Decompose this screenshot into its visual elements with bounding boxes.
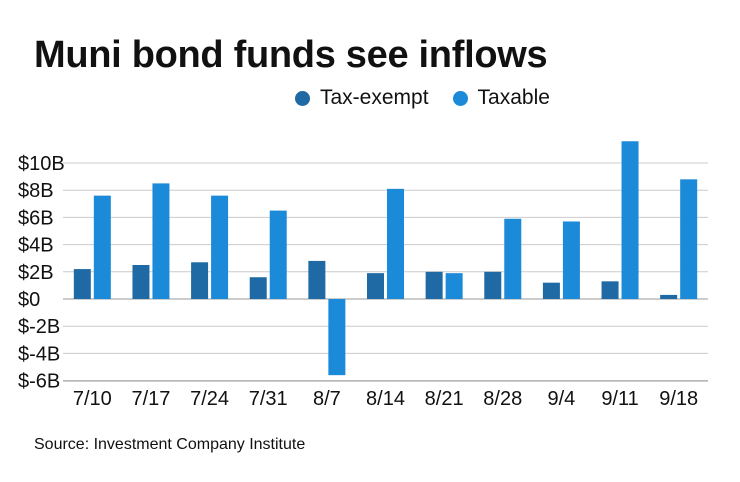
y-tick-label: $10B: [18, 153, 65, 175]
x-tick-label: 9/18: [659, 388, 698, 410]
bar-taxable: [504, 218, 522, 299]
bar-taxable: [93, 195, 111, 299]
bar-tax-exempt: [542, 282, 560, 299]
x-tick-label: 7/31: [249, 388, 288, 410]
x-tick-label: 7/17: [131, 388, 170, 410]
bar-taxable: [621, 141, 639, 299]
bar-tax-exempt: [367, 273, 384, 299]
x-tick-label: 8/14: [366, 388, 405, 410]
taxable-swatch: [452, 90, 468, 106]
bar-taxable: [328, 299, 346, 376]
x-tick-label: 8/28: [483, 388, 522, 410]
x-tick-label: 7/24: [190, 388, 229, 410]
bar-tax-exempt: [425, 271, 443, 299]
x-tick-label: 8/21: [425, 388, 464, 410]
tax-exempt-swatch: [295, 90, 310, 106]
bar-taxable: [269, 210, 287, 299]
y-tick-label: $4B: [18, 235, 54, 257]
bar-taxable: [680, 179, 698, 299]
y-tick-label: $2B: [18, 262, 54, 284]
x-tick-label: 7/10: [73, 388, 112, 410]
bar-tax-exempt: [484, 271, 502, 299]
bar-tax-exempt: [308, 260, 326, 299]
y-tick-label: $-6B: [18, 371, 60, 393]
y-tick-label: $8B: [18, 180, 54, 202]
y-tick-label: $-2B: [18, 316, 60, 338]
y-tick-label: $-4B: [18, 343, 60, 365]
legend: Tax-exempt Taxable: [295, 86, 574, 110]
bar-taxable: [387, 188, 404, 299]
chart-title: Muni bond funds see inflows: [34, 34, 548, 76]
bar-tax-exempt: [132, 265, 150, 299]
bar-tax-exempt: [249, 277, 267, 299]
y-tick-label: $0: [18, 289, 40, 311]
bar-taxable: [562, 221, 580, 299]
source-note: Source: Investment Company Institute: [34, 436, 306, 453]
bar-tax-exempt: [601, 281, 619, 299]
bar-tax-exempt: [191, 262, 209, 299]
legend-label-tax-exempt: Tax-exempt: [320, 86, 429, 109]
legend-item-tax-exempt: Tax-exempt: [295, 86, 429, 110]
legend-item-taxable: Taxable: [452, 86, 550, 110]
bar-taxable: [445, 273, 463, 299]
bar-taxable: [211, 195, 229, 299]
x-tick-label: 9/4: [548, 388, 576, 410]
bar-tax-exempt: [73, 269, 91, 299]
legend-label-taxable: Taxable: [477, 86, 550, 109]
y-tick-label: $6B: [18, 207, 54, 229]
bar-tax-exempt: [660, 294, 678, 299]
bar-taxable: [152, 183, 170, 299]
x-tick-label: 9/11: [601, 388, 638, 410]
x-tick-label: 8/7: [313, 388, 341, 410]
